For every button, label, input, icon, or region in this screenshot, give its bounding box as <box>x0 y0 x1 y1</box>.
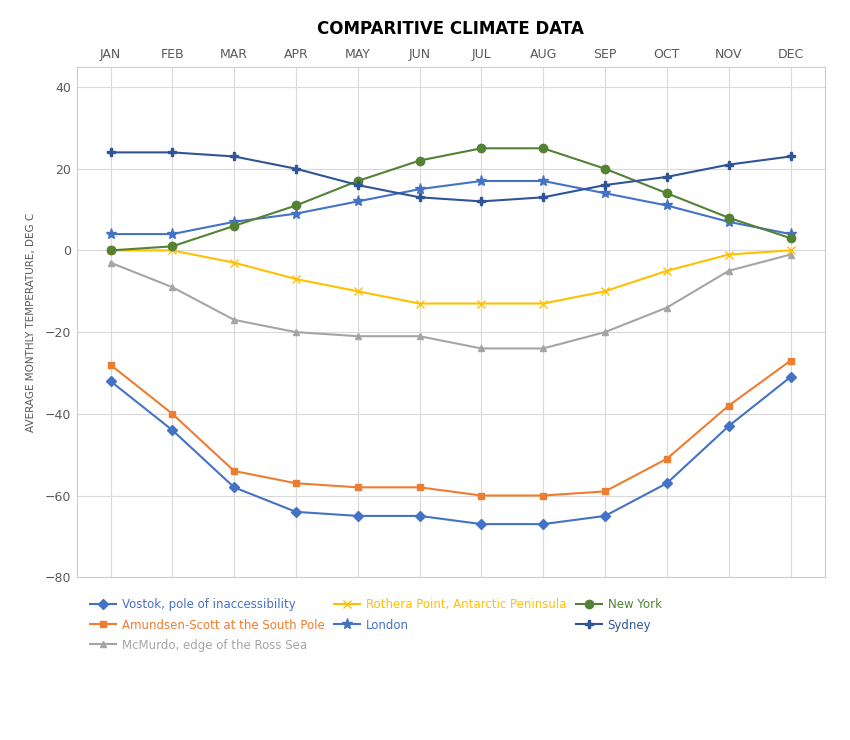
London <box>785 229 796 238</box>
Amundsen-Scott at the South Pole <box>167 409 178 418</box>
London <box>229 218 239 226</box>
Rothera Point, Antarctic Peninsula <box>105 246 116 255</box>
New York <box>415 156 425 165</box>
Sydney <box>785 152 796 161</box>
New York <box>662 189 672 198</box>
Line: New York: New York <box>106 144 795 255</box>
Amundsen-Scott at the South Pole <box>662 454 672 463</box>
Rothera Point, Antarctic Peninsula <box>167 246 178 255</box>
Line: Vostok, pole of inaccessibility: Vostok, pole of inaccessibility <box>107 374 794 528</box>
Legend: Vostok, pole of inaccessibility, Amundsen-Scott at the South Pole, McMurdo, edge: Vostok, pole of inaccessibility, Amundse… <box>90 599 661 652</box>
Sydney <box>662 172 672 181</box>
Rothera Point, Antarctic Peninsula <box>723 250 734 259</box>
New York <box>600 164 610 173</box>
Amundsen-Scott at the South Pole <box>600 487 610 496</box>
Line: McMurdo, edge of the Ross Sea: McMurdo, edge of the Ross Sea <box>107 251 794 352</box>
London <box>538 177 548 186</box>
New York <box>723 213 734 222</box>
Rothera Point, Antarctic Peninsula <box>538 299 548 308</box>
Vostok, pole of inaccessibility <box>105 377 116 386</box>
New York <box>476 144 486 152</box>
London <box>662 201 672 210</box>
New York <box>105 246 116 255</box>
Sydney <box>538 193 548 202</box>
Sydney <box>105 148 116 157</box>
McMurdo, edge of the Ross Sea <box>353 332 363 340</box>
London <box>600 189 610 198</box>
McMurdo, edge of the Ross Sea <box>662 303 672 312</box>
Rothera Point, Antarctic Peninsula <box>600 287 610 296</box>
Line: Rothera Point, Antarctic Peninsula: Rothera Point, Antarctic Peninsula <box>106 246 795 308</box>
Amundsen-Scott at the South Pole <box>353 483 363 492</box>
Vostok, pole of inaccessibility <box>476 519 486 528</box>
Line: London: London <box>105 175 796 240</box>
Sydney <box>476 197 486 206</box>
Sydney <box>353 181 363 189</box>
New York <box>538 144 548 152</box>
London <box>353 197 363 206</box>
McMurdo, edge of the Ross Sea <box>600 328 610 337</box>
McMurdo, edge of the Ross Sea <box>415 332 425 340</box>
Vostok, pole of inaccessibility <box>600 511 610 520</box>
London <box>291 209 301 218</box>
New York <box>167 242 178 251</box>
Sydney <box>600 181 610 189</box>
Rothera Point, Antarctic Peninsula <box>785 246 796 255</box>
London <box>723 218 734 226</box>
Rothera Point, Antarctic Peninsula <box>291 275 301 283</box>
Amundsen-Scott at the South Pole <box>476 491 486 500</box>
Line: Amundsen-Scott at the South Pole: Amundsen-Scott at the South Pole <box>107 357 794 499</box>
Rothera Point, Antarctic Peninsula <box>229 258 239 267</box>
Amundsen-Scott at the South Pole <box>785 356 796 365</box>
Sydney <box>229 152 239 161</box>
London <box>167 229 178 238</box>
McMurdo, edge of the Ross Sea <box>723 266 734 275</box>
Amundsen-Scott at the South Pole <box>415 483 425 492</box>
McMurdo, edge of the Ross Sea <box>476 344 486 353</box>
Vostok, pole of inaccessibility <box>723 422 734 431</box>
Sydney <box>723 160 734 169</box>
Vostok, pole of inaccessibility <box>353 511 363 520</box>
McMurdo, edge of the Ross Sea <box>538 344 548 353</box>
New York <box>229 221 239 230</box>
Sydney <box>167 148 178 157</box>
London <box>415 185 425 194</box>
Vostok, pole of inaccessibility <box>538 519 548 528</box>
McMurdo, edge of the Ross Sea <box>167 283 178 292</box>
Rothera Point, Antarctic Peninsula <box>415 299 425 308</box>
Vostok, pole of inaccessibility <box>662 479 672 488</box>
New York <box>291 201 301 210</box>
McMurdo, edge of the Ross Sea <box>105 258 116 267</box>
Amundsen-Scott at the South Pole <box>538 491 548 500</box>
New York <box>785 234 796 243</box>
Amundsen-Scott at the South Pole <box>291 479 301 488</box>
Vostok, pole of inaccessibility <box>785 373 796 382</box>
Amundsen-Scott at the South Pole <box>105 360 116 369</box>
Vostok, pole of inaccessibility <box>291 508 301 517</box>
McMurdo, edge of the Ross Sea <box>291 328 301 337</box>
Line: Sydney: Sydney <box>106 148 795 206</box>
McMurdo, edge of the Ross Sea <box>785 250 796 259</box>
Y-axis label: AVERAGE MONTHLY TEMPERATURE, DEG C: AVERAGE MONTHLY TEMPERATURE, DEG C <box>26 212 36 431</box>
Vostok, pole of inaccessibility <box>415 511 425 520</box>
New York <box>353 177 363 186</box>
Sydney <box>291 164 301 173</box>
Rothera Point, Antarctic Peninsula <box>476 299 486 308</box>
Sydney <box>415 193 425 202</box>
Amundsen-Scott at the South Pole <box>723 401 734 410</box>
Rothera Point, Antarctic Peninsula <box>662 266 672 275</box>
McMurdo, edge of the Ross Sea <box>229 315 239 324</box>
London <box>476 177 486 186</box>
London <box>105 229 116 238</box>
Vostok, pole of inaccessibility <box>167 425 178 434</box>
Rothera Point, Antarctic Peninsula <box>353 287 363 296</box>
Amundsen-Scott at the South Pole <box>229 466 239 475</box>
Vostok, pole of inaccessibility <box>229 483 239 492</box>
Title: COMPARITIVE CLIMATE DATA: COMPARITIVE CLIMATE DATA <box>317 20 584 38</box>
